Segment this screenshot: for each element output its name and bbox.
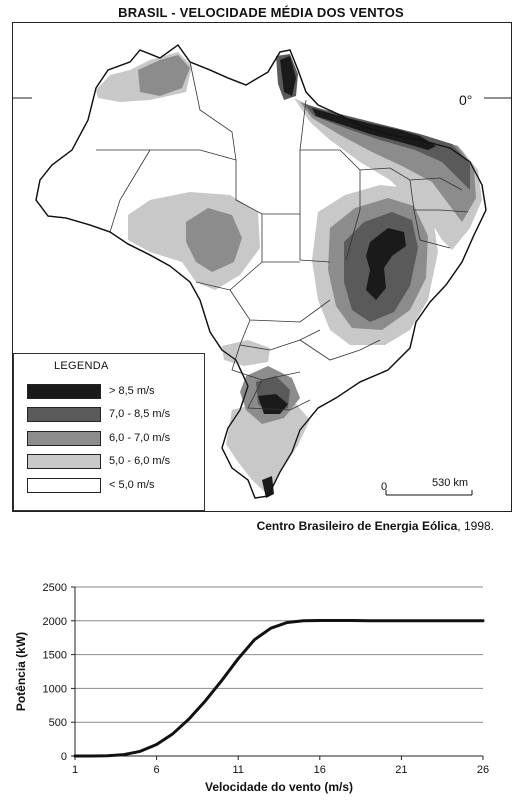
zone-darkest-interior bbox=[366, 228, 406, 300]
legend: LEGENDA > 8,5 m/s 7,0 - 8,5 m/s 6,0 - 7,… bbox=[13, 353, 205, 511]
scale-distance-label: 530 km bbox=[432, 477, 469, 489]
legend-label: 6,0 - 7,0 m/s bbox=[109, 432, 171, 444]
y-axis-label: Potência (kW) bbox=[14, 632, 28, 711]
x-axis-label: Velocidade do vento (m/s) bbox=[205, 780, 353, 794]
equator-label: 0° bbox=[459, 92, 473, 108]
zone-medium-north bbox=[138, 55, 190, 96]
legend-title: LEGENDA bbox=[54, 360, 109, 372]
brazil-border bbox=[35, 44, 487, 499]
map-title: BRASIL - VELOCIDADE MÉDIA DOS VENTOS bbox=[118, 5, 404, 20]
zone-light-south-center bbox=[222, 340, 270, 366]
y-tick-label: 0 bbox=[61, 751, 67, 763]
y-tick-label: 2000 bbox=[43, 616, 67, 628]
x-tick-label: 6 bbox=[154, 764, 160, 776]
x-tick-label: 16 bbox=[314, 764, 326, 776]
source-caption: Centro Brasileiro de Energia Eólica, 199… bbox=[257, 519, 494, 533]
legend-label: 7,0 - 8,5 m/s bbox=[109, 408, 171, 420]
legend-swatch bbox=[27, 454, 101, 469]
x-tick-label: 11 bbox=[232, 764, 243, 776]
source-name: Centro Brasileiro de Energia Eólica bbox=[256, 519, 458, 533]
legend-swatch bbox=[27, 407, 101, 422]
scale-zero-label: 0 bbox=[381, 481, 388, 493]
legend-label: 5,0 - 6,0 m/s bbox=[109, 455, 171, 467]
zone-light-south bbox=[226, 402, 310, 495]
x-tick-label: 21 bbox=[395, 764, 407, 776]
y-tick-label: 2500 bbox=[43, 582, 67, 594]
legend-label: < 5,0 m/s bbox=[109, 479, 155, 491]
state-borders bbox=[96, 61, 469, 411]
zone-light-coast bbox=[294, 98, 482, 250]
y-tick-label: 500 bbox=[49, 717, 67, 729]
scale-bar bbox=[385, 490, 473, 496]
x-tick-label: 26 bbox=[477, 764, 489, 776]
legend-swatch bbox=[27, 431, 101, 446]
zone-medium-coast bbox=[300, 102, 476, 222]
zone-darkest-north-tip bbox=[280, 56, 296, 96]
legend-swatch bbox=[27, 478, 101, 493]
zone-medium-center-west bbox=[186, 208, 242, 272]
legend-label: > 8,5 m/s bbox=[109, 385, 155, 397]
brazil-wind-map bbox=[12, 44, 512, 499]
power-curve-line bbox=[73, 619, 485, 758]
zone-darkest-south-tip bbox=[262, 476, 274, 498]
source-year: , 1998. bbox=[457, 519, 494, 533]
y-tick-label: 1000 bbox=[43, 683, 67, 695]
legend-swatch bbox=[27, 384, 101, 399]
y-tick-label: 1500 bbox=[43, 650, 67, 662]
x-tick-label: 1 bbox=[72, 764, 78, 776]
